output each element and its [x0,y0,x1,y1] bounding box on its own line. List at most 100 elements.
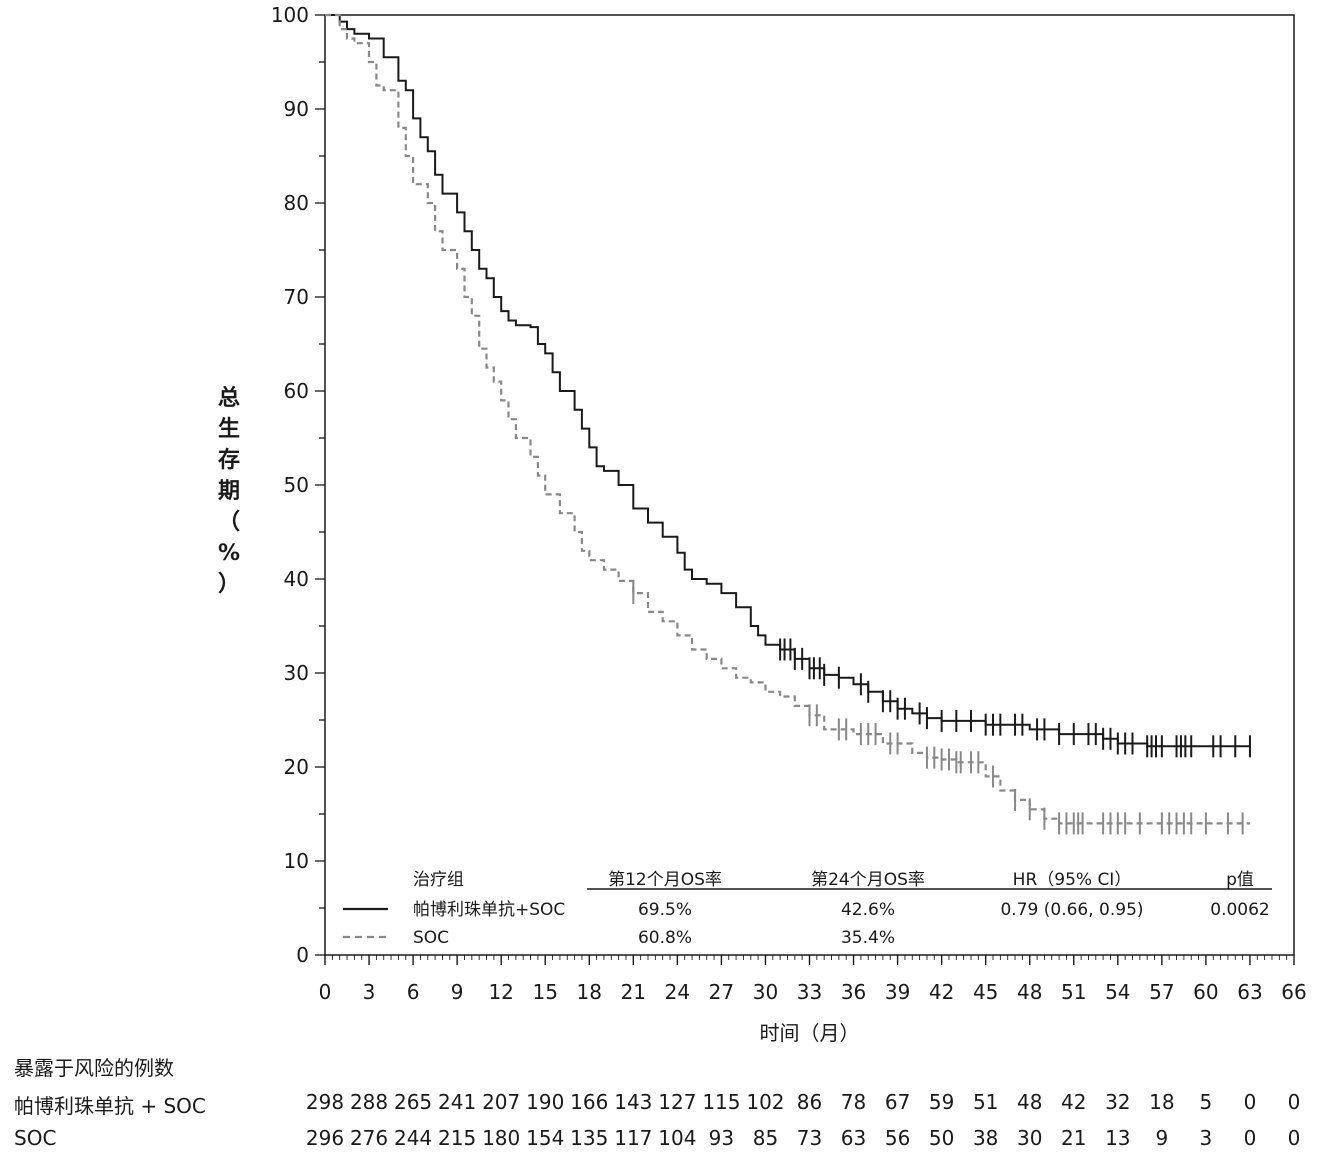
x-tick-label: 0 [319,980,332,1004]
risk-cell: 190 [526,1090,565,1114]
legend: 治疗组 第12个月OS率 第24个月OS率 HR（95% CI） p值帕博利珠单抗+SO… [343,870,1272,948]
legend-value: 60.8% [638,928,692,948]
x-axis-label: 时间（月） [760,1021,860,1045]
y-tick-label: 10 [284,849,309,873]
y-axis-label-char: 总 [218,385,240,411]
legend-series-name: 帕博利珠单抗+SOC [413,900,565,920]
risk-cell: 154 [526,1126,565,1150]
risk-cell: 298 [305,1090,345,1114]
risk-cell: 0 [1287,1090,1301,1114]
risk-cell: 78 [840,1090,867,1114]
legend-header: 治疗组 [413,870,464,890]
x-tick-label: 51 [1061,980,1086,1004]
risk-cell: 143 [614,1090,653,1114]
x-tick-label: 9 [451,980,464,1004]
risk-cell: 241 [438,1090,477,1114]
y-tick-label: 0 [296,943,309,967]
y-tick-label: 30 [284,661,309,685]
legend-header: 第24个月OS率 [811,870,925,890]
x-tick-label: 21 [621,980,646,1004]
risk-cell: 18 [1149,1090,1175,1114]
x-tick-label: 54 [1105,980,1130,1004]
x-tick-label: 3 [363,980,376,1004]
risk-cell: 135 [570,1126,609,1150]
y-axis-label-char: 生 [218,417,240,442]
risk-cell: 265 [393,1090,433,1114]
legend-header: HR（95% CI） [1013,870,1132,890]
x-tick-label: 6 [407,980,420,1004]
y-tick-label: 40 [284,567,309,591]
legend-value: 35.4% [841,928,895,948]
x-tick-label: 45 [973,980,998,1004]
risk-cell: 3 [1199,1126,1213,1150]
legend-value: 42.6% [841,900,895,920]
legend-header: p值 [1226,870,1254,890]
x-tick-label: 39 [885,980,910,1004]
y-axis-label-char: 期 [218,479,240,504]
risk-cell: 207 [482,1090,521,1114]
risk-cell: 215 [438,1126,477,1150]
y-tick-label: 50 [284,473,309,497]
risk-cell: 85 [752,1126,779,1150]
risk-cell: 63 [840,1126,867,1150]
risk-cell: 38 [972,1126,999,1150]
legend-value: 0.79 (0.66, 0.95) [1000,900,1143,920]
x-tick-label: 48 [1017,980,1042,1004]
x-tick-label: 66 [1281,980,1306,1004]
x-tick-label: 57 [1149,980,1174,1004]
y-axis-label-char: ） [218,572,240,597]
y-tick-label: 70 [284,285,309,309]
survival-curve-pembrolizumab-soc [325,14,1250,748]
risk-cell: 104 [658,1126,697,1150]
risk-cell: 32 [1105,1090,1131,1114]
risk-cell: 0 [1243,1090,1257,1114]
legend-value: 0.0062 [1210,900,1269,920]
risk-cell: 5 [1199,1090,1213,1114]
risk-table-title: 暴露于风险的例数 [14,1056,174,1080]
y-tick-label: 60 [284,379,309,403]
legend-value: 69.5% [638,900,692,920]
risk-cell: 180 [482,1126,521,1150]
x-tick-label: 33 [797,980,822,1004]
risk-cell: 21 [1061,1126,1087,1150]
risk-cell: 56 [884,1126,911,1150]
risk-cell: 288 [349,1090,389,1114]
risk-cell: 9 [1155,1126,1169,1150]
risk-cell: 0 [1243,1126,1257,1150]
x-tick-label: 18 [577,980,602,1004]
risk-cell: 244 [393,1126,433,1150]
y-tick-label: 80 [284,191,309,215]
risk-row-label: SOC [14,1126,57,1150]
legend-header: 第12个月OS率 [608,870,722,890]
x-tick-label: 12 [488,980,513,1004]
y-axis-label-char: 存 [218,447,240,473]
risk-cell: 93 [708,1126,735,1150]
y-tick-label: 90 [284,97,309,121]
risk-cell: 13 [1105,1126,1131,1150]
x-tick-label: 60 [1193,980,1218,1004]
risk-cell: 59 [928,1090,955,1114]
x-tick-label: 63 [1237,980,1262,1004]
x-tick-label: 30 [753,980,778,1004]
risk-cell: 42 [1061,1090,1087,1114]
risk-cell: 0 [1287,1126,1301,1150]
risk-cell: 86 [796,1090,823,1114]
x-tick-label: 27 [709,980,734,1004]
x-tick-label: 36 [841,980,866,1004]
risk-cell: 115 [702,1090,741,1114]
risk-cell: 50 [928,1126,955,1150]
legend-series-name: SOC [413,928,449,948]
risk-cell: 296 [305,1126,345,1150]
x-tick-label: 42 [929,980,954,1004]
x-tick-label: 15 [533,980,558,1004]
risk-cell: 48 [1016,1090,1043,1114]
survival-curves [325,13,1251,835]
risk-cell: 30 [1016,1126,1043,1150]
y-axis-label-char: （ [218,510,240,535]
risk-cell: 51 [972,1090,999,1114]
risk-cell: 127 [658,1090,697,1114]
risk-row-label: 帕博利珠单抗 + SOC [14,1094,206,1118]
risk-cell: 276 [349,1126,389,1150]
